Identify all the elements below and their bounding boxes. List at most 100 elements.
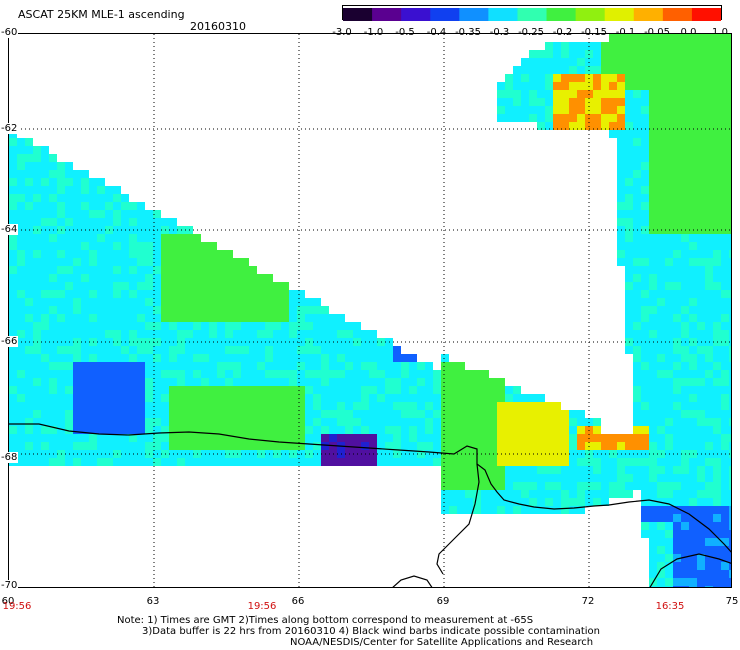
wind-cell: [225, 418, 233, 426]
wind-cell: [129, 434, 137, 442]
wind-cell: [297, 410, 305, 418]
wind-cell: [649, 314, 657, 322]
wind-cell: [89, 218, 97, 226]
wind-cell: [345, 426, 353, 434]
wind-cell: [665, 354, 673, 362]
wind-cell: [569, 466, 577, 474]
wind-cell: [681, 410, 689, 418]
wind-cell: [673, 138, 681, 146]
wind-cell: [569, 506, 577, 514]
wind-cell: [505, 114, 513, 122]
wind-cell: [521, 98, 529, 106]
wind-cell: [673, 266, 681, 274]
wind-cell: [697, 42, 705, 50]
wind-cell: [129, 306, 137, 314]
wind-cell: [441, 362, 449, 370]
wind-cell: [713, 266, 721, 274]
wind-cell: [681, 506, 689, 514]
wind-cell: [689, 474, 697, 482]
wind-cell: [697, 194, 705, 202]
wind-cell: [697, 162, 705, 170]
wind-cell: [537, 122, 545, 130]
wind-cell: [201, 258, 209, 266]
wind-cell: [537, 58, 545, 66]
wind-cell: [713, 114, 721, 122]
wind-cell: [657, 442, 665, 450]
wind-cell: [577, 90, 585, 98]
wind-cell: [713, 210, 721, 218]
wind-cell: [121, 194, 129, 202]
wind-cell: [505, 386, 513, 394]
wind-cell: [25, 394, 33, 402]
wind-cell: [313, 370, 321, 378]
wind-cell: [57, 202, 65, 210]
wind-cell: [121, 314, 129, 322]
wind-cell: [201, 274, 209, 282]
wind-cell: [545, 506, 553, 514]
wind-cell: [329, 346, 337, 354]
wind-cell: [713, 298, 721, 306]
wind-cell: [617, 162, 625, 170]
wind-cell: [273, 434, 281, 442]
wind-cell: [729, 258, 731, 266]
wind-cell: [529, 474, 537, 482]
wind-cell: [41, 306, 49, 314]
wind-cell: [193, 250, 201, 258]
wind-cell: [617, 50, 625, 58]
wind-cell: [497, 490, 505, 498]
wind-cell: [361, 434, 369, 442]
wind-cell: [657, 274, 665, 282]
wind-cell: [89, 266, 97, 274]
wind-cell: [657, 58, 665, 66]
wind-cell: [577, 122, 585, 130]
wind-cell: [625, 74, 633, 82]
wind-cell: [625, 178, 633, 186]
wind-cell: [617, 146, 625, 154]
wind-cell: [225, 250, 233, 258]
wind-cell: [65, 378, 73, 386]
wind-cell: [625, 90, 633, 98]
wind-cell: [49, 210, 57, 218]
wind-cell: [705, 410, 713, 418]
wind-cell: [41, 170, 49, 178]
wind-cell: [65, 354, 73, 362]
wind-cell: [649, 42, 657, 50]
wind-cell: [569, 114, 577, 122]
wind-cell: [649, 274, 657, 282]
wind-cell: [217, 306, 225, 314]
wind-cell: [729, 490, 731, 498]
wind-cell: [305, 298, 313, 306]
wind-cell: [321, 442, 329, 450]
wind-cell: [313, 306, 321, 314]
wind-cell: [649, 266, 657, 274]
wind-cell: [465, 466, 473, 474]
wind-cell: [169, 378, 177, 386]
wind-cell: [369, 354, 377, 362]
wind-cell: [513, 498, 521, 506]
wind-cell: [505, 426, 513, 434]
wind-cell: [537, 50, 545, 58]
wind-cell: [649, 522, 657, 530]
wind-cell: [137, 274, 145, 282]
wind-cell: [545, 74, 553, 82]
wind-cell: [521, 482, 529, 490]
wind-cell: [593, 90, 601, 98]
wind-cell: [217, 290, 225, 298]
wind-cell: [297, 330, 305, 338]
wind-cell: [721, 330, 729, 338]
wind-cell: [9, 218, 17, 226]
wind-cell: [705, 394, 713, 402]
wind-cell: [649, 298, 657, 306]
wind-cell: [73, 378, 81, 386]
wind-cell: [489, 442, 497, 450]
wind-cell: [705, 314, 713, 322]
wind-cell: [729, 34, 731, 42]
wind-cell: [25, 154, 33, 162]
wind-cell: [665, 162, 673, 170]
wind-cell: [665, 418, 673, 426]
wind-cell: [513, 466, 521, 474]
wind-cell: [649, 434, 657, 442]
wind-cell: [145, 306, 153, 314]
wind-cell: [241, 442, 249, 450]
wind-cell: [593, 74, 601, 82]
